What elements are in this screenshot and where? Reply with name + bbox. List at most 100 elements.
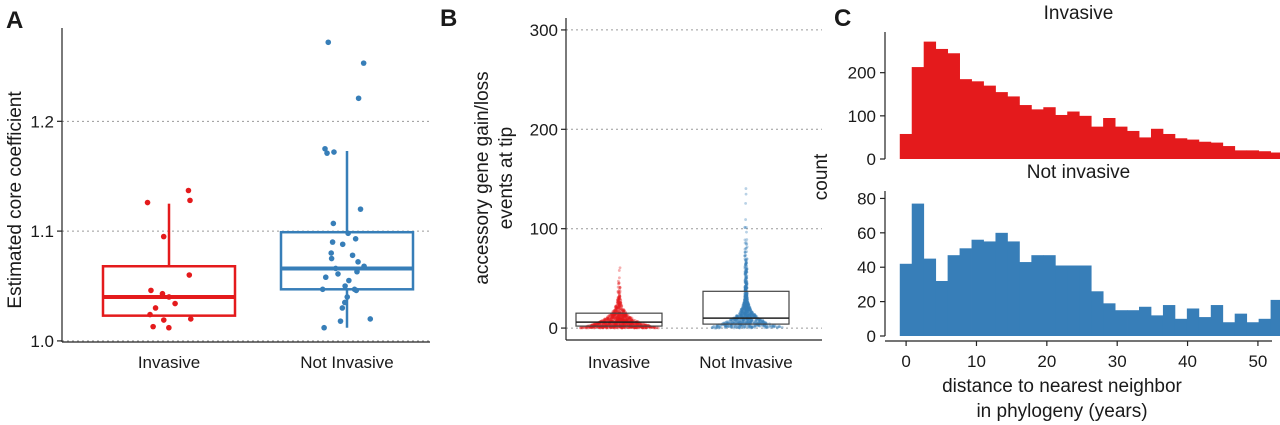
jitter-point bbox=[744, 276, 748, 279]
data-point bbox=[160, 317, 167, 323]
jitter-point bbox=[605, 326, 609, 330]
jitter-point bbox=[745, 302, 749, 306]
jitter-point bbox=[616, 291, 620, 294]
jitter-point bbox=[745, 266, 749, 270]
histogram-bar bbox=[1127, 130, 1140, 159]
jitter-point bbox=[749, 308, 752, 312]
jitter-point bbox=[744, 294, 748, 298]
jitter-point bbox=[754, 315, 757, 318]
jitter-point bbox=[618, 304, 621, 308]
jitter-point bbox=[735, 314, 739, 318]
jitter-point bbox=[733, 318, 737, 322]
jitter-point bbox=[757, 319, 761, 322]
x-tick-label: 20 bbox=[1037, 352, 1056, 371]
jitter-point bbox=[742, 300, 746, 304]
jitter-point bbox=[739, 320, 743, 324]
jitter-point bbox=[745, 267, 749, 271]
jitter-point bbox=[608, 316, 612, 319]
jitter-point bbox=[745, 257, 749, 261]
jitter-point bbox=[744, 262, 747, 266]
jitter-point bbox=[745, 304, 748, 308]
jitter-point bbox=[744, 272, 748, 275]
jitter-point bbox=[745, 308, 749, 312]
jitter-point bbox=[742, 321, 745, 324]
jitter-point bbox=[742, 303, 746, 307]
jitter-point bbox=[598, 322, 602, 326]
jitter-point bbox=[746, 314, 750, 318]
y-tick-label: 1.2 bbox=[30, 112, 54, 131]
jitter-point bbox=[616, 298, 620, 302]
jitter-point bbox=[744, 280, 748, 284]
histogram-bar bbox=[1234, 150, 1248, 159]
jitter-point bbox=[623, 326, 627, 330]
jitter-point bbox=[745, 276, 749, 280]
histogram-bar bbox=[1091, 291, 1104, 336]
jitter-point bbox=[613, 313, 617, 317]
histogram-bar bbox=[1198, 317, 1212, 336]
jitter-point bbox=[769, 326, 773, 329]
jitter-point bbox=[742, 304, 746, 308]
jitter-point bbox=[743, 308, 747, 312]
jitter-point bbox=[611, 310, 615, 314]
data-point bbox=[355, 259, 361, 265]
jitter-point bbox=[625, 315, 629, 319]
jitter-point bbox=[625, 318, 629, 322]
jitter-point bbox=[615, 322, 619, 326]
jitter-point bbox=[613, 316, 617, 320]
jitter-point bbox=[745, 296, 749, 300]
jitter-point bbox=[742, 311, 746, 314]
histogram-bar bbox=[899, 133, 913, 159]
jitter-point bbox=[745, 307, 749, 310]
jitter-point bbox=[622, 309, 625, 313]
jitter-point bbox=[609, 313, 613, 316]
facet-title: Invasive bbox=[1044, 3, 1114, 24]
jitter-point bbox=[644, 326, 648, 329]
jitter-point bbox=[619, 318, 623, 322]
jitter-point bbox=[716, 325, 719, 329]
jitter-point bbox=[742, 326, 746, 330]
jitter-point bbox=[748, 313, 752, 317]
jitter-point bbox=[717, 326, 720, 330]
jitter-point bbox=[744, 284, 747, 288]
jitter-point bbox=[741, 312, 745, 316]
jitter-point bbox=[744, 296, 748, 299]
jitter-point bbox=[618, 302, 622, 306]
jitter-point bbox=[735, 314, 739, 317]
jitter-point bbox=[748, 308, 751, 312]
jitter-point bbox=[746, 303, 749, 307]
data-point bbox=[322, 274, 329, 281]
jitter-point bbox=[615, 306, 618, 310]
jitter-point bbox=[588, 326, 591, 330]
jitter-point bbox=[620, 316, 624, 320]
jitter-point bbox=[723, 324, 727, 327]
jitter-point bbox=[747, 304, 750, 307]
jitter-point bbox=[747, 325, 750, 329]
jitter-point bbox=[739, 314, 743, 318]
data-point bbox=[166, 294, 172, 300]
jitter-point bbox=[761, 320, 765, 323]
jitter-point bbox=[745, 275, 748, 278]
jitter-point bbox=[740, 308, 744, 312]
y-tick-label: 20 bbox=[857, 293, 876, 312]
jitter-point bbox=[629, 316, 632, 320]
jitter-point bbox=[744, 293, 748, 296]
jitter-point bbox=[615, 317, 619, 321]
jitter-point bbox=[739, 312, 743, 316]
histogram-bar bbox=[1103, 303, 1116, 336]
jitter-point bbox=[635, 326, 639, 330]
histogram-bar bbox=[911, 67, 925, 159]
jitter-point bbox=[750, 313, 754, 317]
jitter-point bbox=[618, 319, 621, 322]
jitter-point bbox=[628, 318, 632, 321]
jitter-point bbox=[724, 324, 728, 327]
jitter-point bbox=[615, 305, 619, 309]
jitter-point bbox=[611, 317, 615, 321]
jitter-point bbox=[744, 300, 747, 304]
jitter-point bbox=[635, 322, 639, 326]
jitter-point bbox=[745, 304, 749, 308]
jitter-point bbox=[744, 305, 747, 309]
panel-c-histograms: C Invasive 0 100 200 Not invasive 0 20 40 60 80 0 1… bbox=[811, 3, 1280, 422]
jitter-point bbox=[753, 313, 756, 317]
jitter-point bbox=[618, 316, 622, 319]
jitter-point bbox=[618, 296, 622, 299]
